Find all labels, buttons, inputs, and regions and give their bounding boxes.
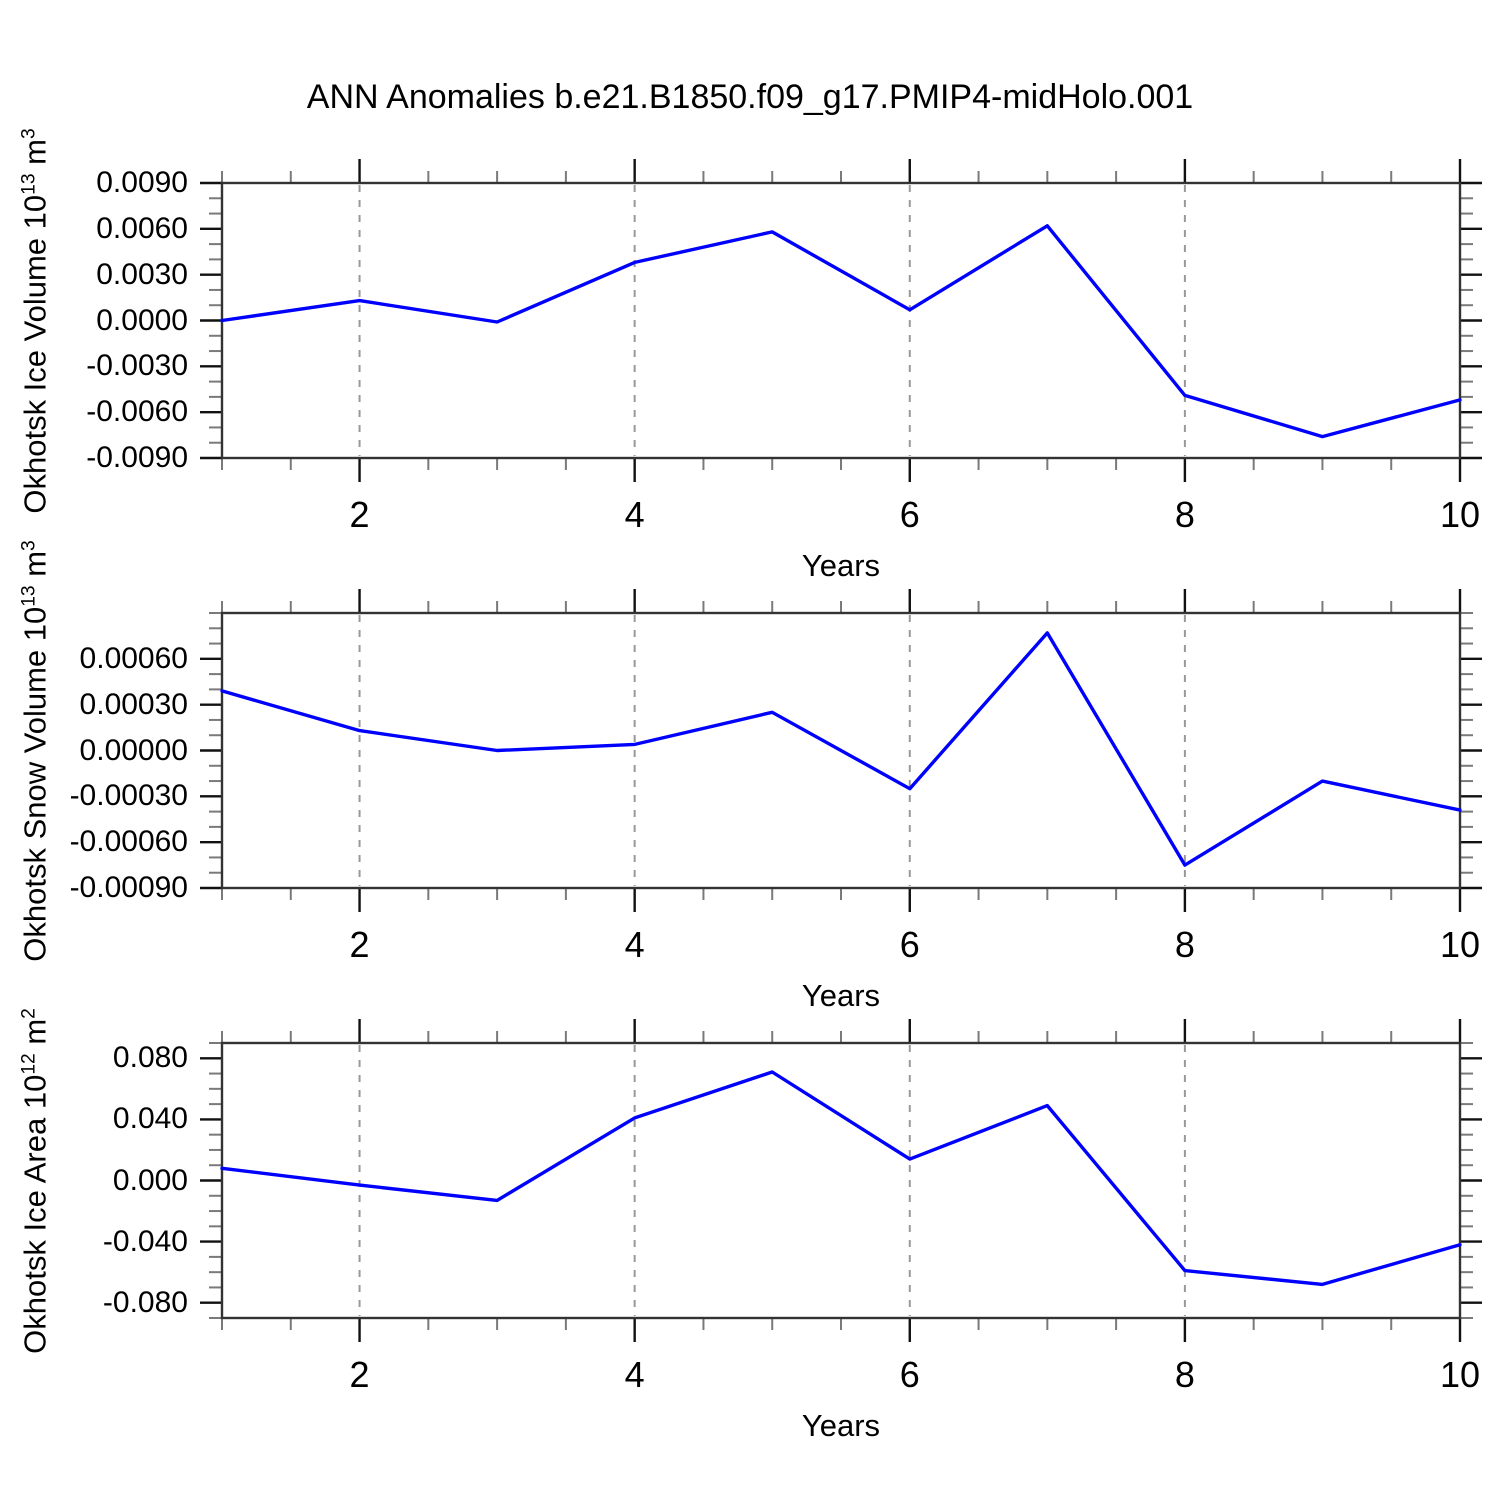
chart-title: ANN Anomalies b.e21.B1850.f09_g17.PMIP4-… [306,78,1194,116]
y-tick-label: 0.0030 [96,257,188,291]
y-tick-label: 0.00060 [79,641,188,675]
x-tick-label: 6 [899,1354,920,1395]
y-tick-label: -0.080 [102,1285,188,1319]
y-tick-label: -0.0060 [86,395,188,429]
x-axis-title: Years [801,548,881,583]
y-tick-label: 0.000 [112,1163,188,1197]
y-tick-label: 0.0090 [96,166,188,199]
series-okhotsk-ice-area [220,1070,1462,1287]
x-tick-label: 10 [1439,1354,1481,1395]
y-tick-label: 0.0060 [96,211,188,245]
x-tick-label: 4 [624,1354,645,1395]
x-axis-title: Years [801,1408,881,1443]
x-tick-label: 8 [1174,924,1195,965]
y-tick-label: 0.040 [112,1102,188,1136]
x-tick-label: 8 [1174,1354,1195,1395]
y-tick-label: 0.00000 [79,733,188,767]
y-tick-label: -0.00060 [69,825,188,859]
y-tick-label: 0.080 [112,1041,188,1075]
y-tick-label: -0.0030 [86,349,188,383]
y-tick-label: -0.00030 [69,779,188,813]
series-okhotsk-ice-volume [220,224,1462,439]
x-tick-label: 6 [899,924,920,965]
y-tick-label: -0.040 [102,1224,188,1258]
x-tick-label: 6 [899,494,920,535]
y-axis-title: Okhotsk Ice Volume 1013 m3 [17,127,53,514]
x-tick-label: 4 [624,494,645,535]
x-tick-label: 2 [349,494,370,535]
y-axis-title: Okhotsk Snow Volume 1013 m3 [17,539,53,962]
y-tick-label: -0.00090 [69,871,188,904]
series-okhotsk-snow-volume [220,631,1462,867]
x-tick-label: 8 [1174,494,1195,535]
y-axis-title: Okhotsk Ice Area 1012 m2 [17,1007,53,1354]
y-tick-label: 0.00030 [79,687,188,721]
x-tick-label: 4 [624,924,645,965]
y-tick-label: 0.0000 [96,303,188,337]
x-tick-label: 10 [1439,924,1481,965]
x-tick-label: 2 [349,924,370,965]
x-tick-label: 2 [349,1354,370,1395]
y-tick-label: -0.0090 [86,441,188,474]
x-axis-title: Years [801,978,881,1013]
x-tick-label: 10 [1439,494,1481,535]
